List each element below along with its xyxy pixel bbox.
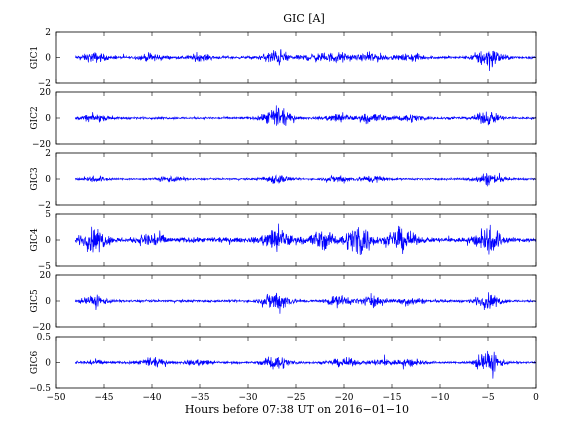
y-axis-label: GIC2 [30,106,40,129]
series-line-gic2 [74,105,537,126]
y-tick-label: −20 [32,140,51,150]
y-axis-label: GIC3 [30,167,40,191]
x-tick-label: −40 [143,393,162,403]
series-line-gic6 [74,350,537,379]
y-tick-label: 20 [40,271,52,281]
y-tick-label: −20 [32,323,51,333]
y-tick-label: 0.5 [37,333,52,343]
x-tick-label: −20 [335,393,354,403]
y-tick-label: −5 [38,262,52,272]
x-tick-label: 0 [533,393,539,403]
y-tick-label: 2 [45,149,51,159]
y-axis-label: GIC6 [30,351,40,375]
x-tick-label: −15 [383,393,402,403]
panel-gic3: −2 0 2 GIC3 [30,149,537,211]
x-tick-label: −30 [239,393,258,403]
y-tick-label: 0 [45,359,51,369]
y-axis-label: GIC5 [30,289,40,313]
y-tick-label: 0 [45,297,51,307]
y-tick-label: −2 [38,79,51,89]
y-tick-label: 0 [45,175,51,185]
y-axis-label: GIC1 [30,46,40,69]
series-line-gic3 [74,172,537,187]
series-line-gic5 [74,292,537,314]
y-tick-label: 0 [45,236,51,246]
x-tick-label: −10 [431,393,450,403]
x-tick-label: −45 [95,393,114,403]
x-axis-label: Hours before 07:38 UT on 2016−01−10 [185,403,409,416]
chart-title: GIC [A] [283,12,325,25]
y-tick-label: −0.5 [29,384,51,394]
panel-gic1: −2 0 2 GIC1 [30,28,537,89]
panel-gic6: −0.5 0 0.5 GIC6 [29,333,537,394]
x-tick-label: −35 [191,393,210,403]
y-tick-label: 0 [45,54,51,64]
series-line-gic4 [74,223,537,255]
x-tick-label: −50 [47,393,66,403]
y-tick-label: −2 [38,201,51,211]
y-tick-label: 5 [45,210,51,220]
y-axis-label: GIC4 [30,228,40,252]
x-tick-label: −5 [481,393,495,403]
y-tick-label: 2 [45,28,51,38]
y-tick-label: 20 [40,88,52,98]
y-tick-label: 0 [45,114,51,124]
series-line-gic1 [75,49,537,71]
panel-gic4: −5 0 5 GIC4 [30,210,537,272]
x-tick-label: −25 [287,393,306,403]
